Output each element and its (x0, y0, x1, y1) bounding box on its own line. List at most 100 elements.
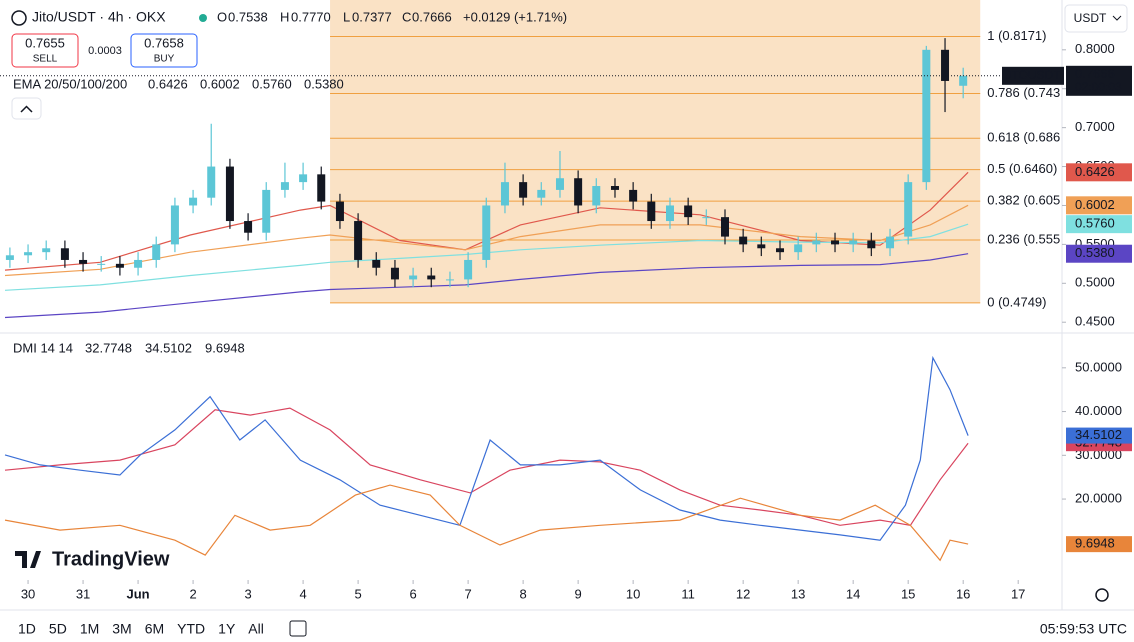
candle-body (24, 252, 33, 256)
range-button[interactable]: All (248, 621, 264, 637)
collapse-button[interactable] (11, 97, 42, 120)
candle-body (207, 166, 216, 198)
candle-body (812, 240, 821, 245)
legend-value: 0.6002 (200, 76, 240, 91)
candle-body (115, 263, 124, 268)
ohlc-value: 0.7377 (352, 9, 392, 24)
y-tick-label: 20.0000 (1075, 491, 1122, 506)
candle-body (5, 255, 14, 260)
value-tag-label: 0.6426 (1075, 164, 1115, 179)
fib-label: 0.786 (0.743 (987, 85, 1060, 100)
status-dot (199, 14, 207, 22)
candle-body (390, 267, 399, 280)
y-tick-label: 0.8000 (1075, 41, 1115, 56)
candle-body (372, 259, 381, 268)
ohlc-label: H (280, 9, 289, 24)
candle-body (922, 49, 931, 183)
legend-value: 0.5380 (304, 76, 344, 91)
value-tag (1066, 244, 1132, 263)
currency-box[interactable] (1064, 4, 1128, 33)
dmi-line (4, 484, 969, 562)
sell-price[interactable]: 0.7655 (25, 35, 65, 50)
candle-body (592, 186, 601, 206)
x-tick-label: 15 (901, 586, 915, 601)
range-button[interactable]: 1D (18, 621, 36, 637)
range-button[interactable]: 3M (112, 621, 131, 637)
collapse-box[interactable] (11, 97, 42, 120)
candle-body (519, 182, 528, 198)
x-tick-label: 10 (626, 586, 640, 601)
candle-body (610, 186, 619, 190)
candle-body (867, 240, 876, 249)
sell-box[interactable] (11, 33, 79, 68)
candle-body (170, 205, 179, 245)
settings-icon[interactable] (1095, 588, 1109, 602)
buy-price[interactable]: 0.7658 (144, 35, 184, 50)
range-button[interactable]: 1Y (218, 621, 236, 637)
ohlc-value: 0.7538 (228, 9, 268, 24)
indicator-label: DMI 14 14 (13, 340, 73, 355)
ema-line (4, 253, 969, 319)
x-tick-label: 14 (846, 586, 860, 601)
candle-body (555, 178, 564, 190)
legend-value: 34.5102 (145, 340, 192, 355)
logo: TradingView (52, 548, 170, 570)
candle-body (280, 182, 289, 190)
sell-button[interactable]: 0.7655 SELL (11, 33, 79, 68)
candle-body (244, 221, 253, 233)
value-tag (1066, 215, 1132, 234)
currency[interactable]: USDT (1074, 11, 1107, 25)
value-tag-label: 0.6002 (1075, 197, 1115, 212)
dropdown-icon[interactable] (1112, 15, 1122, 21)
range-button[interactable]: 6M (145, 621, 164, 637)
dmi-line (4, 355, 969, 541)
symbol-title: Jito/USDT · 4h · OKX (32, 9, 166, 25)
price-tag (1066, 65, 1132, 96)
collapse-icon[interactable] (20, 105, 33, 113)
currency-button[interactable]: USDT (1064, 4, 1128, 33)
ohlc-value: 0.7666 (412, 9, 452, 24)
ema-line (4, 204, 969, 277)
candle-body (959, 75, 968, 86)
candle-body (684, 205, 693, 218)
range-button[interactable]: 5D (49, 621, 67, 637)
candle-body (702, 217, 711, 219)
ohlc-value: 0.7770 (291, 9, 331, 24)
candle-body (42, 248, 51, 253)
candle-body (354, 221, 363, 260)
fib-label: 0.618 (0.686 (987, 130, 1060, 145)
sell-label[interactable]: SELL (33, 54, 58, 65)
fib-label: 1 (0.8171) (987, 28, 1046, 43)
x-tick-label: Jun (127, 586, 150, 601)
indicator-label: EMA 20/50/100/200 (13, 76, 127, 91)
buy-box[interactable] (130, 33, 198, 68)
value-tag-label: 0.5760 (1075, 216, 1115, 231)
candle-body (904, 182, 913, 237)
fib-label: 0.236 (0.555 (987, 231, 1060, 246)
x-tick-label: 3 (244, 586, 251, 601)
value-tag-label: 0.5380 (1075, 245, 1115, 260)
range-button[interactable]: YTD (177, 621, 205, 637)
value-tag-label: 9.6948 (1075, 536, 1115, 551)
x-tick-label: 12 (736, 586, 750, 601)
legend-value: 0.5760 (252, 76, 292, 91)
x-tick-label: 30 (21, 586, 35, 601)
fib-label: 0 (0.4749) (987, 294, 1046, 309)
candle-body (79, 259, 88, 264)
buy-button[interactable]: 0.7658 BUY (130, 33, 198, 68)
range-button[interactable]: 1M (80, 621, 99, 637)
candle-body (794, 244, 803, 253)
fib-zone (330, 0, 981, 303)
candle-body (189, 197, 198, 206)
x-tick-label: 31 (76, 586, 90, 601)
buy-label[interactable]: BUY (154, 54, 175, 65)
candle-body (409, 275, 418, 280)
legend-value: 0.6426 (148, 76, 188, 91)
legend-value: 32.7748 (85, 340, 132, 355)
calendar-icon[interactable] (289, 620, 307, 637)
x-tick-label: 6 (409, 586, 416, 601)
candle-body (665, 205, 674, 222)
fib-label: 0.382 (0.605 (987, 193, 1060, 208)
candle-body (60, 248, 69, 260)
